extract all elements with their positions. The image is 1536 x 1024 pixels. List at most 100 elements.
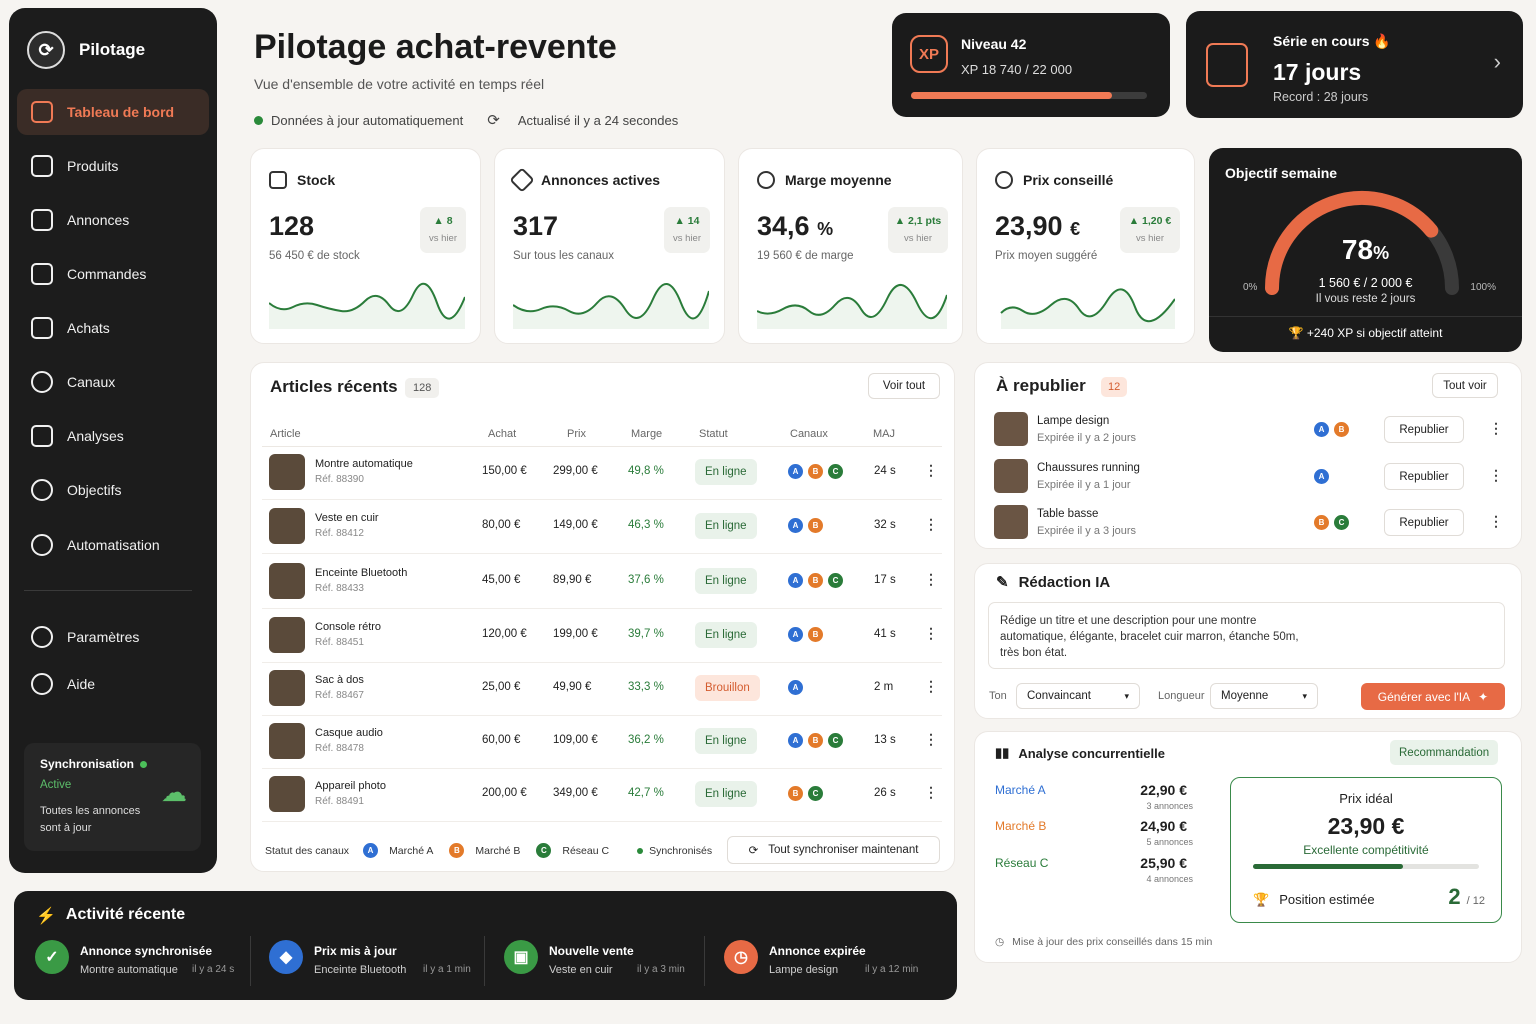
table-row[interactable]: Enceinte Bluetooth Réf. 88433 45,00 € 89…	[262, 555, 942, 609]
ai-prompt-textarea[interactable]: Rédige un titre et une description pour …	[988, 602, 1505, 669]
product-name: Veste en cuir	[315, 512, 379, 524]
activity-header: ⚡ Activité récente	[36, 906, 185, 926]
target-icon	[31, 479, 53, 501]
activity-separator	[704, 936, 705, 986]
streak-card[interactable]: Série en cours 🔥 17 jours Record : 28 jo…	[1186, 11, 1523, 118]
table-row[interactable]: Veste en cuir Réf. 88412 80,00 € 149,00 …	[262, 500, 942, 554]
tone-select[interactable]: Convaincant ▾	[1016, 683, 1140, 709]
column-header[interactable]: Canaux	[790, 428, 828, 440]
view-all-button[interactable]: Tout voir	[1432, 373, 1498, 398]
more-options-icon[interactable]: ⋮	[1489, 420, 1503, 436]
market-row: Marché B 24,90 € 5 annonces	[995, 818, 1195, 854]
more-options-icon[interactable]: ⋮	[1489, 467, 1503, 483]
position-total: / 12	[1466, 895, 1485, 907]
view-all-button[interactable]: Voir tout	[868, 373, 940, 399]
refresh-text: Actualisé il y a 24 secondes	[517, 112, 679, 128]
sidebar-item-produits[interactable]: Produits	[17, 143, 209, 189]
activity-icon: ◆	[269, 940, 303, 974]
channel-c-icon: C	[536, 843, 552, 858]
page-title: Pilotage achat-revente	[254, 28, 617, 66]
sync-panel: Synchronisation Active Toutes les annonc…	[24, 743, 201, 851]
activity-icon: ▣	[504, 940, 538, 974]
republish-sub: Expirée il y a 1 jour	[1037, 479, 1131, 491]
table-row[interactable]: Casque audio Réf. 88478 60,00 € 109,00 €…	[262, 715, 942, 769]
table-row[interactable]: Console rétro Réf. 88451 120,00 € 199,00…	[262, 609, 942, 663]
table-row[interactable]: Sac à dos Réf. 88467 25,00 € 49,90 € 33,…	[262, 662, 942, 716]
trophy-icon: 🏆	[1288, 326, 1304, 340]
republish-name: Table basse	[1037, 508, 1099, 520]
gauge-min: 0%	[1243, 282, 1258, 293]
sidebar-item-achats[interactable]: Achats	[17, 305, 209, 351]
republish-button[interactable]: Republier	[1384, 509, 1464, 536]
column-header[interactable]: Achat	[488, 428, 517, 440]
sidebar-item-annonces[interactable]: Annonces	[17, 197, 209, 243]
sidebar-item-canaux[interactable]: Canaux	[17, 359, 209, 405]
republish-button[interactable]: Republier	[1384, 463, 1464, 490]
more-options-icon[interactable]: ⋮	[924, 784, 938, 800]
generate-ai-button[interactable]: Générer avec l'IA ✦	[1361, 683, 1505, 710]
sidebar-item-label: Annonces	[67, 212, 130, 228]
sidebar-item-aide[interactable]: Aide	[17, 661, 209, 707]
competitiveness-track	[1253, 864, 1479, 869]
sync-all-button[interactable]: ⟳ Tout synchroniser maintenant	[727, 836, 940, 864]
updated-at: 32 s	[874, 519, 896, 531]
sidebar-item-analyses[interactable]: Analyses	[17, 413, 209, 459]
help-icon	[31, 673, 53, 695]
table-row[interactable]: Montre automatique Réf. 88390 150,00 € 2…	[262, 446, 942, 500]
column-header[interactable]: Marge	[631, 428, 663, 440]
settings-icon	[31, 626, 53, 648]
chevron-right-icon[interactable]: ›	[1493, 49, 1501, 74]
channel-c-icon: C	[1334, 515, 1349, 530]
status-badge: En ligne	[695, 568, 757, 594]
column-header[interactable]: MAJ	[873, 428, 895, 440]
position-number: 2	[1448, 884, 1461, 909]
brand[interactable]: ⟳ Pilotage	[27, 31, 145, 69]
length-select[interactable]: Moyenne ▾	[1210, 683, 1318, 709]
activity-item[interactable]: ◷ Annonce expirée Lampe design il y a 12…	[724, 934, 934, 986]
page-subtitle: Vue d'ensemble de votre activité en temp…	[254, 76, 545, 92]
product-thumbnail	[269, 776, 305, 812]
sidebar-item-label: Canaux	[67, 374, 116, 390]
updated-at: 13 s	[874, 734, 896, 746]
updated-at: 2 m	[874, 681, 894, 693]
buy-price: 45,00 €	[482, 574, 521, 586]
competitiveness-fill	[1253, 864, 1403, 869]
column-header[interactable]: Prix	[567, 428, 586, 440]
channel-b-icon: B	[808, 518, 823, 533]
more-options-icon[interactable]: ⋮	[924, 516, 938, 532]
activity-item[interactable]: ▣ Nouvelle vente Veste en cuir il y a 3 …	[504, 934, 714, 986]
level-card[interactable]: XP Niveau 42 XP 18 740 / 22 000	[892, 13, 1170, 117]
receipt-icon	[31, 317, 53, 339]
sidebar-item-objectifs[interactable]: Objectifs	[17, 467, 209, 513]
refresh-icon[interactable]: ⟳	[487, 112, 500, 129]
ideal-price: 23,90 €	[1327, 813, 1405, 839]
buy-price: 200,00 €	[482, 787, 527, 799]
kpi-delta: ▲ 8 vs hier	[420, 207, 466, 253]
column-header[interactable]: Article	[270, 428, 301, 440]
table-row[interactable]: Appareil photo Réf. 88491 200,00 € 349,0…	[262, 768, 942, 822]
sidebar-item-parametres[interactable]: Paramètres	[17, 614, 209, 660]
activity-item[interactable]: ◆ Prix mis à jour Enceinte Bluetooth il …	[269, 934, 479, 986]
activity-item[interactable]: ✓ Annonce synchronisée Montre automatiqu…	[35, 934, 245, 986]
more-options-icon[interactable]: ⋮	[924, 678, 938, 694]
sidebar-item-commandes[interactable]: Commandes	[17, 251, 209, 297]
column-header[interactable]: Statut	[699, 428, 728, 440]
channels: A	[788, 680, 808, 695]
republish-sub: Expirée il y a 2 jours	[1037, 432, 1137, 444]
republish-button[interactable]: Republier	[1384, 416, 1464, 443]
more-options-icon[interactable]: ⋮	[924, 462, 938, 478]
activity-item-sub: Enceinte Bluetooth	[314, 964, 407, 976]
sidebar-item-automatisation[interactable]: Automatisation	[17, 522, 209, 568]
sidebar-item-label: Objectifs	[67, 482, 122, 498]
product-thumbnail	[994, 412, 1028, 446]
sidebar-item-dashboard[interactable]: Tableau de bord	[17, 89, 209, 135]
more-options-icon[interactable]: ⋮	[924, 625, 938, 641]
more-options-icon[interactable]: ⋮	[1489, 513, 1503, 529]
republish-item[interactable]: Chaussures running Expirée il y a 1 jour…	[992, 457, 1512, 503]
more-options-icon[interactable]: ⋮	[924, 571, 938, 587]
legend-label: Statut des canaux	[265, 844, 350, 857]
more-options-icon[interactable]: ⋮	[924, 731, 938, 747]
